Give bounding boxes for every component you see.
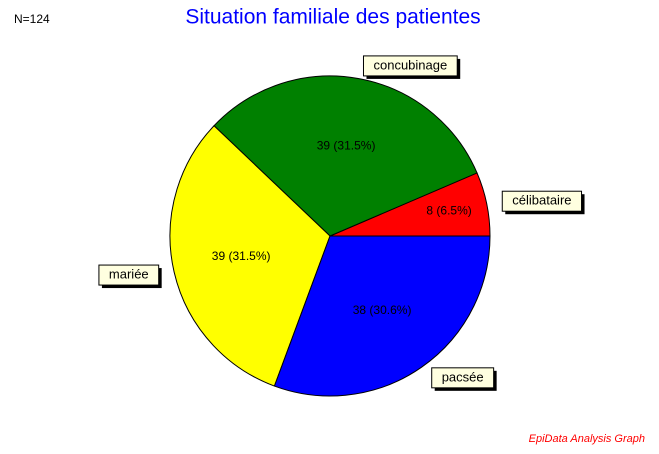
value-label: 38 (30.6%) <box>353 303 412 317</box>
label-box <box>501 190 583 212</box>
category-label: célibataire <box>512 193 571 208</box>
pie-slice <box>273 235 491 397</box>
label-box <box>98 264 160 286</box>
pie-slice <box>169 125 331 387</box>
n-label: N=124 <box>14 12 50 26</box>
category-label: mariée <box>109 266 149 281</box>
value-label: 8 (6.5%) <box>426 204 471 218</box>
value-label: 39 (31.5%) <box>317 138 376 152</box>
chart-title: Situation familiale des patientes <box>185 6 480 29</box>
label-box <box>362 55 458 77</box>
footer: EpiData Analysis Graph <box>529 433 645 445</box>
pie-slice <box>213 75 478 237</box>
labels: 8 (6.5%) célibataire 39 (31.5%) concubinage… <box>98 55 585 391</box>
label-box <box>431 367 495 389</box>
category-label: pacsée <box>442 369 484 384</box>
value-label: 39 (31.5%) <box>212 249 271 263</box>
category-label: concubinage <box>373 57 447 72</box>
pie <box>169 75 491 397</box>
